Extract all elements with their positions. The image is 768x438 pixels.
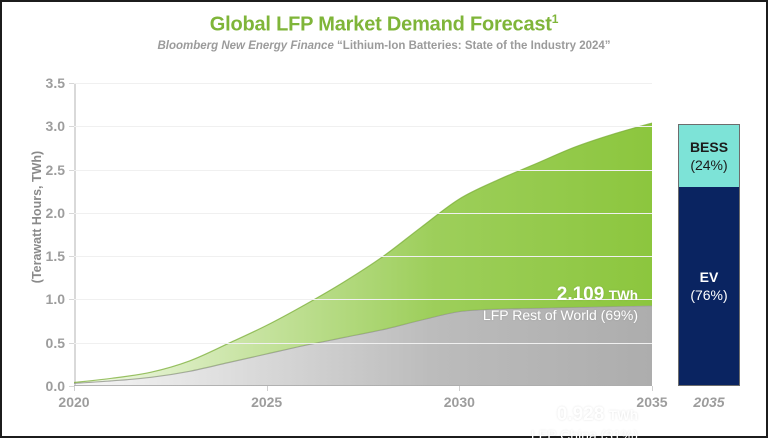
chart-title-footnote-marker: 1	[551, 12, 559, 26]
x-tick-mark	[74, 386, 75, 391]
y-tick-mark	[69, 83, 74, 84]
y-tick-label: 2.0	[45, 204, 65, 221]
annotation-china: 0.928 TWh LFP China (31%)	[531, 403, 638, 438]
x-tick-label: 2020	[58, 394, 90, 410]
y-tick-label: 0.0	[45, 378, 65, 394]
gridline	[74, 299, 652, 301]
y-tick-label: 1.0	[45, 291, 65, 308]
y-tick-label: 2.5	[45, 161, 65, 178]
gridline	[74, 212, 652, 214]
area-series-rest-of-world	[74, 123, 652, 384]
y-tick-label: 3.0	[45, 118, 65, 135]
y-tick-mark	[69, 212, 74, 214]
bar-segment-ev: EV (76%)	[679, 187, 739, 385]
y-tick-mark	[69, 256, 74, 258]
bar-segment-bess: BESS (24%)	[679, 125, 739, 188]
y-tick-mark	[69, 386, 74, 387]
y-axis-title: (Terawatt Hours, TWh)	[30, 150, 44, 284]
y-tick-label: 1.5	[45, 248, 65, 265]
y-tick-mark	[69, 299, 74, 301]
gridline	[74, 83, 652, 84]
bar-segment-percent: (76%)	[690, 287, 728, 304]
bar-segment-name: EV	[699, 269, 719, 286]
gridline	[74, 256, 652, 258]
annotation-rest-of-world-label: LFP Rest of World (69%)	[482, 307, 638, 324]
x-tick-mark	[652, 386, 653, 391]
annotation-rest-of-world: 2.109 TWh LFP Rest of World (69%)	[483, 283, 638, 325]
annotation-china-unit: TWh	[608, 408, 638, 423]
area-boundary-line	[74, 122, 652, 384]
plot-area: 0.0 0.5 1.0 1.5 2.0 2.5 3.0 3.5 2020 2025 2030 203…	[46, 75, 668, 438]
y-axis-line	[74, 83, 76, 386]
gridline	[74, 169, 652, 171]
chart-title: Global LFP Market Demand Forecast1	[2, 12, 766, 37]
chart-subtitle-reference: “Lithium-Ion Batteries: State of the Ind…	[333, 40, 611, 52]
gridline	[74, 126, 652, 128]
annotation-china-label: LFP China (31%)	[530, 427, 638, 438]
annotation-rest-of-world-value: 2.109	[556, 284, 605, 305]
chart-title-text: Global LFP Market Demand Forecast	[209, 13, 552, 36]
chart-subtitle: Bloomberg New Energy Finance “Lithium-Io…	[2, 40, 766, 52]
area-series-china	[74, 305, 652, 386]
y-tick-mark	[69, 126, 74, 128]
side-bar-axis-label: 2035	[693, 394, 725, 410]
x-tick-label: 2025	[251, 394, 283, 410]
y-tick-mark	[69, 342, 74, 344]
y-tick-label: 0.5	[45, 334, 65, 351]
side-stacked-bar-chart: BESS (24%) EV (76%) 2035	[678, 83, 740, 410]
annotation-rest-of-world-unit: TWh	[608, 288, 638, 303]
y-tick-label: 3.5	[45, 75, 65, 91]
bar-segment-name: BESS	[689, 139, 729, 156]
chart-subtitle-source: Bloomberg New Energy Finance	[157, 40, 334, 52]
series-layer	[74, 122, 652, 386]
gridline	[74, 342, 652, 344]
bar-segment-percent: (24%)	[690, 157, 728, 174]
x-tick-label: 2035	[636, 394, 668, 410]
x-tick-mark	[459, 386, 461, 391]
x-tick-label: 2030	[443, 394, 475, 410]
stacked-bar: BESS (24%) EV (76%)	[678, 124, 740, 386]
stacked-area-series	[74, 122, 652, 386]
annotation-china-value: 0.928	[556, 404, 605, 425]
y-tick-mark	[69, 169, 74, 171]
x-tick-mark	[266, 386, 268, 391]
